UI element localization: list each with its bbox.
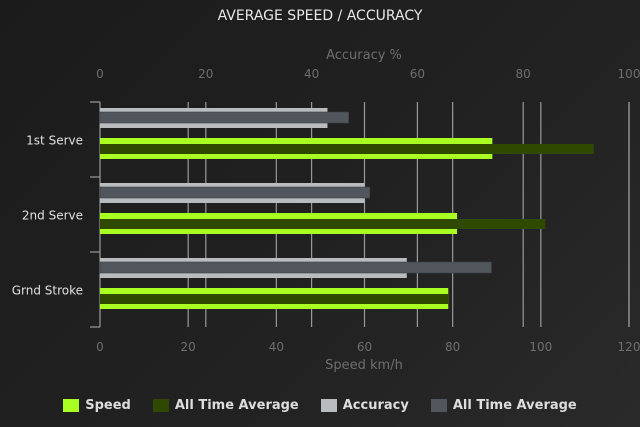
category-label: 2nd Serve [22, 209, 83, 223]
tick-label-speed: 120 [618, 340, 640, 354]
category-label: 1st Serve [26, 134, 83, 148]
legend-swatch [430, 399, 447, 412]
tick-label-speed: 60 [357, 340, 372, 354]
tick-label-accuracy: 60 [410, 67, 425, 81]
legend-item[interactable]: All Time Average [152, 398, 299, 413]
legend-label: All Time Average [174, 398, 299, 413]
tick-label-accuracy: 80 [516, 67, 531, 81]
bar-speed-average [100, 144, 594, 154]
legend-label: Accuracy [342, 398, 409, 413]
legend: Speed All Time Average Accuracy All Time Av… [0, 398, 640, 413]
legend-swatch [152, 399, 169, 412]
tick-label-speed: 20 [181, 340, 196, 354]
tick-label-speed: 0 [96, 340, 104, 354]
bar-accuracy-average [99, 111, 349, 124]
legend-label: All Time Average [452, 398, 577, 413]
category-label: Grnd Stroke [12, 284, 83, 298]
chart-title: AVERAGE SPEED / ACCURACY [217, 8, 423, 24]
legend-label: Speed [85, 398, 131, 413]
bar-accuracy-average [99, 186, 371, 199]
legend-swatch [63, 399, 80, 412]
tick-label-speed: 100 [529, 340, 552, 354]
bar-speed-average [100, 219, 546, 229]
legend-item[interactable]: Accuracy [320, 398, 409, 413]
bar-accuracy-average [99, 261, 492, 274]
tick-label-accuracy: 40 [304, 67, 319, 81]
legend-item[interactable]: All Time Average [430, 398, 577, 413]
axis-title-speed: Speed km/h [325, 358, 403, 373]
tick-label-accuracy: 100 [618, 67, 640, 81]
axis-title-accuracy: Accuracy % [326, 48, 402, 63]
bar-speed-average [100, 294, 449, 304]
tick-label-accuracy: 20 [198, 67, 213, 81]
legend-swatch [320, 399, 337, 412]
tick-label-speed: 40 [269, 340, 284, 354]
tick-label-accuracy: 0 [96, 67, 104, 81]
legend-item[interactable]: Speed [63, 398, 131, 413]
tick-label-speed: 80 [445, 340, 460, 354]
